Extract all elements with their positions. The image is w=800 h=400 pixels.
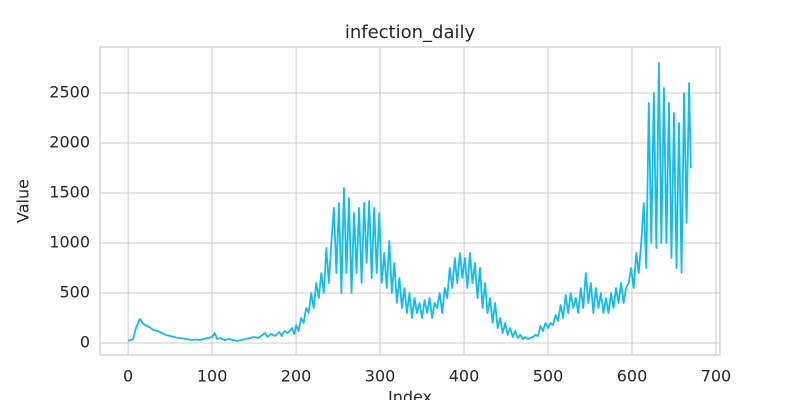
x-tick-label: 400	[449, 367, 480, 386]
y-axis-label: Value	[14, 179, 33, 223]
x-tick-label: 500	[533, 367, 564, 386]
chart-title: infection_daily	[345, 22, 476, 43]
y-tick-label: 500	[59, 283, 90, 302]
x-tick-label: 200	[281, 367, 312, 386]
data-line	[127, 62, 692, 342]
y-tick-label: 2500	[49, 83, 90, 102]
y-tick-label: 0	[80, 333, 90, 352]
y-tick-label: 1000	[49, 233, 90, 252]
y-tick-label: 1500	[49, 183, 90, 202]
x-tick-label: 300	[365, 367, 396, 386]
x-tick-label: 700	[701, 367, 732, 386]
x-tick-label: 0	[123, 367, 133, 386]
plot-frame	[99, 46, 721, 356]
x-tick-label: 100	[197, 367, 228, 386]
x-axis-label: Index	[388, 388, 432, 400]
x-tick-label: 600	[617, 367, 648, 386]
y-tick-label: 2000	[49, 133, 90, 152]
